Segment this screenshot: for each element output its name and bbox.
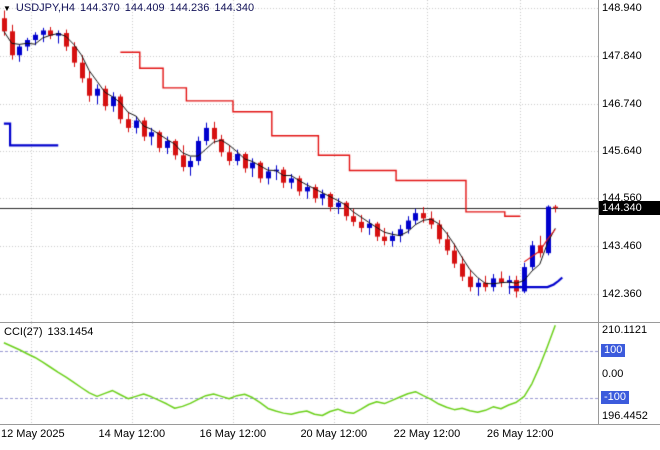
panel-separator[interactable]: [0, 322, 660, 323]
time-axis-label: 14 May 12:00: [98, 428, 166, 440]
price-axis-label: 147.840: [602, 49, 642, 62]
cci-axis[interactable]: 210.1121 100 0.00 -100 196.4452: [599, 323, 660, 424]
price-axis-label: 148.940: [602, 1, 642, 14]
cci-axis-label: 0.00: [602, 368, 624, 381]
cci-axis-label: 196.4452: [602, 410, 648, 423]
price-axis-border: [598, 0, 599, 424]
cci-axis-label: 210.1121: [602, 323, 648, 336]
time-axis-label: 12 May 2025: [1, 428, 65, 440]
ohlc-open: 144.370: [80, 2, 120, 14]
time-axis-label: 20 May 12:00: [300, 428, 368, 440]
ohlc-close: 144.340: [214, 2, 255, 14]
cci-indicator-label: CCI(27) 133.1454: [4, 326, 93, 338]
cci-indicator-value: 133.1454: [47, 326, 94, 338]
time-axis-separator: [0, 424, 660, 425]
price-axis-label: 142.360: [602, 288, 642, 301]
cci-indicator-name: CCI(27): [4, 326, 43, 338]
time-axis[interactable]: 12 May 2025 14 May 12:00 16 May 12:00 20 Ma…: [0, 425, 660, 450]
cci-level-badge: -100: [601, 390, 630, 404]
current-price-badge: 144.340: [599, 200, 660, 215]
ohlc-low: 144.236: [169, 2, 210, 14]
symbol-dropdown-icon[interactable]: ▼: [3, 3, 11, 13]
price-axis-label: 143.460: [602, 240, 642, 253]
price-axis-label: 146.740: [602, 97, 642, 110]
cci-level-badge: 100: [601, 343, 626, 357]
symbol-timeframe-label: USDJPY,H4: [15, 2, 76, 14]
time-axis-label: 26 May 12:00: [486, 428, 554, 440]
price-axis-label: 145.640: [602, 145, 642, 158]
cci-indicator-chart[interactable]: [0, 323, 598, 424]
main-price-chart[interactable]: [0, 0, 598, 322]
price-axis[interactable]: 148.940 147.840 146.740 145.640 144.560 143.4…: [599, 0, 660, 322]
time-axis-label: 16 May 12:00: [199, 428, 267, 440]
ohlc-high: 144.409: [124, 2, 165, 14]
time-axis-label: 22 May 12:00: [393, 428, 461, 440]
chart-header: ▼ USDJPY,H4 144.370 144.409 144.236 144.…: [3, 2, 254, 14]
